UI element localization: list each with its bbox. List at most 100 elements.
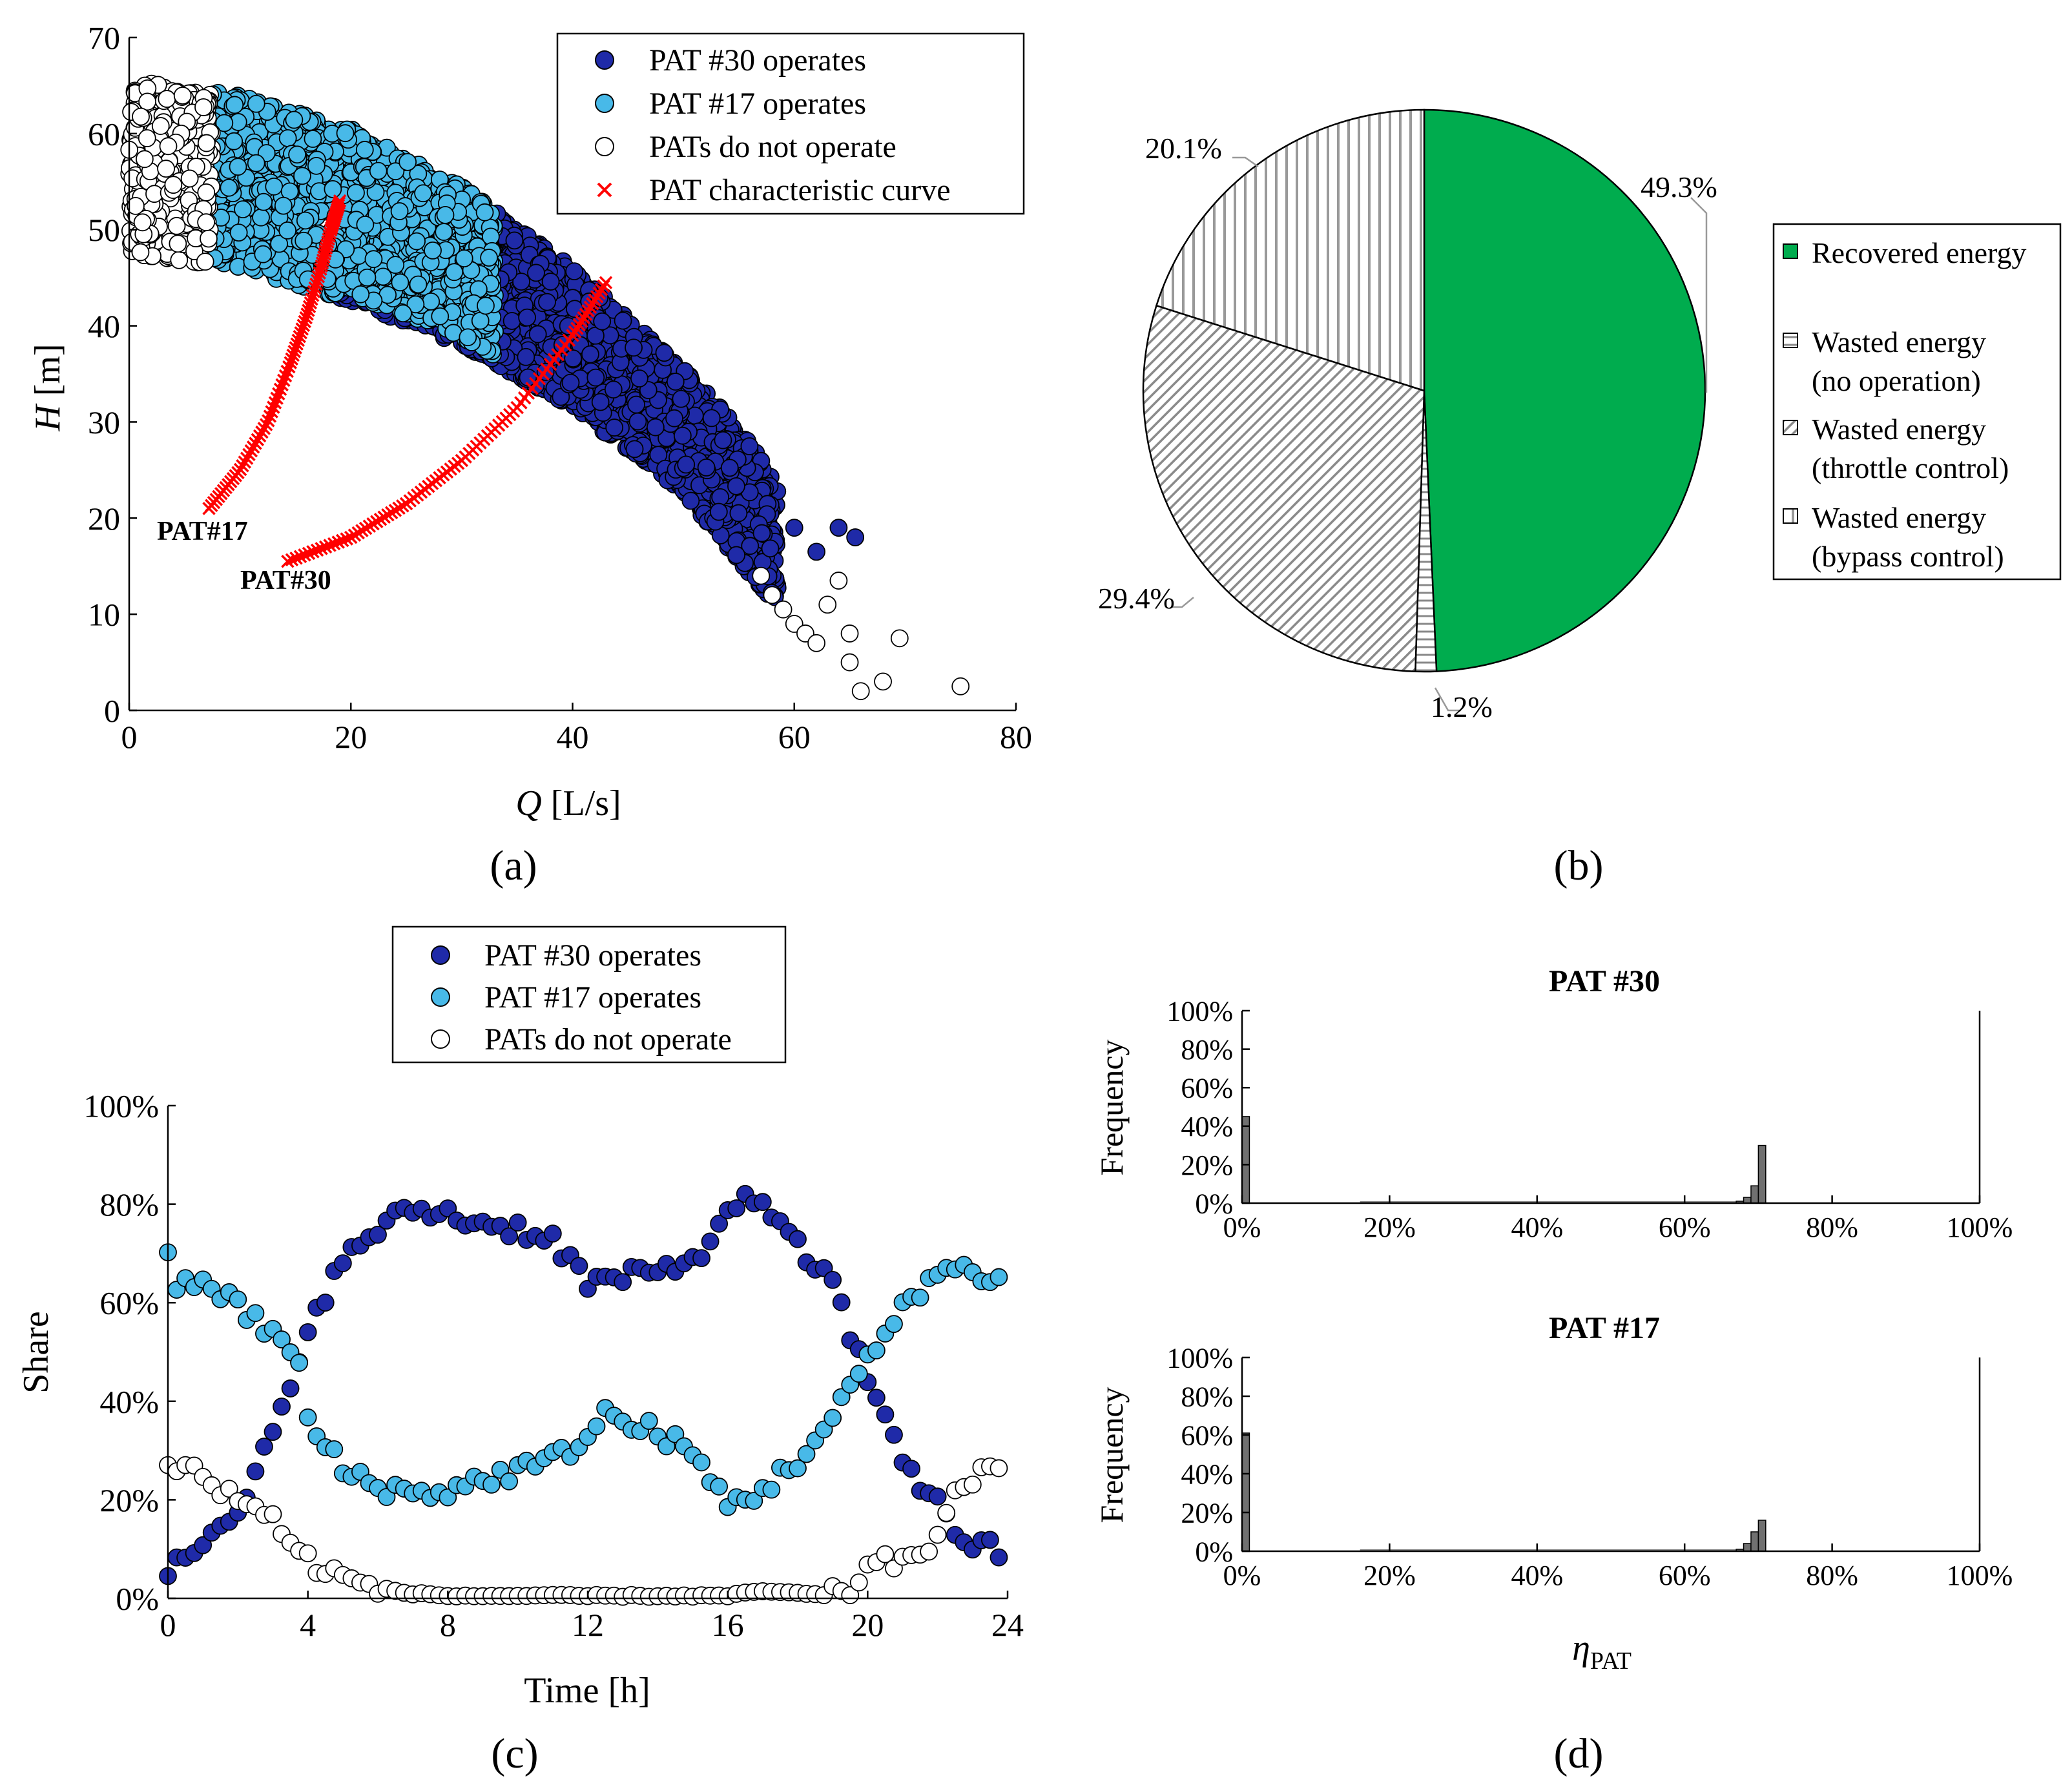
data-point [394,304,412,323]
data-point [159,137,178,156]
hist-bar [1757,1520,1766,1552]
data-point [604,380,623,399]
point-pat17 [325,1440,344,1458]
data-point [761,539,780,558]
data-point [727,546,746,564]
data-point [502,312,521,330]
point-pat30 [273,1398,291,1416]
data-point [158,90,176,108]
data-point [475,203,494,222]
panel-d-histograms: PAT #30 0% 20% 40% 60% 80% 100% 0% 20% 40% 60% 80%… [1093,964,2013,1777]
data-point [197,183,216,201]
legend-marker-none [431,1029,450,1049]
data-point [252,208,270,227]
y-tick-label: 0 [104,693,120,729]
point-none [989,1459,1008,1478]
hist-bar [1757,1144,1766,1204]
legend-label-no-operation-1: Wasted energy [1812,325,1986,358]
data-point [581,345,599,364]
panel-a-scatter: 0 20 40 60 80 0 10 20 30 40 50 60 70 PAT#17 PAT#30 H… [28,20,1032,890]
data-point [132,107,150,126]
panel-a-xlabel: Q [L/s] [515,783,621,823]
data-point [565,262,584,281]
point-pat17 [762,1480,781,1499]
legend-swatch-recovered [1783,243,1798,259]
pie-label-bypass: 20.1% [1145,132,1222,165]
legend-label-bypass-1: Wasted energy [1812,501,1986,534]
point-pat30 [867,1388,886,1407]
data-point-outlier [829,519,848,537]
hist-pat17-axes: 0% 20% 40% 60% 80% 100%0%20%40%60%80%100% [1166,1342,2013,1591]
data-point [538,293,556,311]
data-point [729,504,748,522]
y-tick-label: 100% [1166,1342,1233,1374]
point-pat30 [692,1249,710,1268]
x-tick-label: 24 [991,1607,1024,1643]
y-tick-label: 100% [1166,995,1233,1027]
panel-c-label: (c) [491,1730,538,1777]
panel-a-points [120,74,970,701]
x-tick-label: 80% [1806,1560,1858,1591]
panel-c-scatter: 0 4 8 12 16 20 24 0% 20% 40% 60% 80% 100% Share Time… [16,925,1024,1777]
data-point [196,253,214,271]
legend-label-pat30: PAT #30 operates [649,43,866,77]
data-point [169,234,187,253]
data-point [625,338,643,357]
data-point [435,223,453,242]
data-point [605,418,624,437]
data-point [220,178,238,197]
y-tick-label: 80% [1181,1381,1233,1412]
y-tick-label: 60% [1181,1419,1233,1451]
data-point [630,369,648,387]
data-point [541,273,560,291]
legend-label-pat17: PAT #17 operates [649,87,866,121]
data-point [564,349,583,367]
legend-marker-pat30 [595,50,614,70]
data-point [471,311,490,330]
data-point-outlier [807,542,825,561]
y-tick-label: 40 [88,308,120,344]
hist-xlabel: ηPAT [1572,1628,1632,1675]
point-pat30 [902,1460,920,1478]
pie-slices [1142,108,1706,673]
data-point-outlier [851,682,870,701]
y-tick-label: 0% [116,1581,159,1617]
data-point [593,312,612,331]
point-pat30 [246,1462,265,1481]
data-point-outlier [874,672,892,691]
point-pat30 [614,1273,632,1292]
point-pat30 [316,1294,335,1312]
data-point [408,232,426,251]
curve-label-pat17: PAT#17 [157,517,248,546]
x-tick-label: 40% [1511,1212,1563,1243]
y-tick-label: 10 [88,597,120,633]
data-point [709,502,728,521]
data-point [229,223,248,242]
y-tick-label: 20 [88,500,120,537]
data-point [455,249,473,267]
data-point-outlier [840,624,859,643]
y-tick-label: 0% [1195,1188,1233,1219]
legend-label-none: PATs do not operate [484,1022,732,1057]
legend-label-bypass-2: (bypass control) [1812,540,2004,573]
point-none [937,1503,956,1522]
point-pat17 [587,1417,606,1436]
x-tick-label: 12 [572,1607,604,1643]
data-point [151,117,170,135]
point-pat30 [508,1213,527,1232]
data-point [225,96,244,114]
data-point [247,94,265,113]
hist-bar [1743,1543,1752,1552]
data-point [254,192,273,211]
data-point [673,426,692,445]
data-point [505,231,524,250]
point-pat30 [255,1438,273,1456]
point-pat17 [246,1304,265,1323]
data-point [386,256,405,274]
data-point [173,87,192,105]
hist-pat30-bars [1241,1116,1766,1204]
point-pat30 [281,1379,300,1398]
data-point [247,154,265,172]
point-pat30 [832,1293,851,1312]
